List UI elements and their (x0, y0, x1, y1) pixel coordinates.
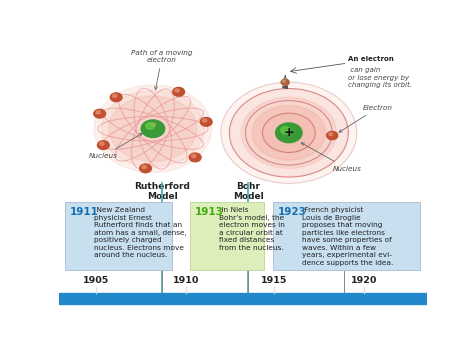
Text: 1915: 1915 (261, 276, 287, 285)
Circle shape (281, 127, 290, 134)
Circle shape (189, 153, 201, 162)
Circle shape (109, 96, 197, 162)
Text: 1920: 1920 (351, 276, 377, 285)
Circle shape (230, 89, 347, 176)
Circle shape (141, 120, 164, 137)
Circle shape (96, 111, 100, 114)
Circle shape (101, 91, 204, 167)
Circle shape (281, 79, 289, 85)
Text: French physicist
Louis de Broglie
proposes that moving
particles like electrons
: French physicist Louis de Broglie propos… (301, 207, 393, 266)
Circle shape (173, 87, 184, 96)
Circle shape (100, 142, 104, 146)
Text: can gain
or lose energy by
changing its orbit.: can gain or lose energy by changing its … (348, 67, 412, 88)
Text: An electron: An electron (348, 56, 394, 62)
Circle shape (275, 123, 302, 143)
Text: 1905: 1905 (83, 276, 109, 285)
Circle shape (263, 114, 315, 152)
Circle shape (151, 123, 155, 126)
FancyBboxPatch shape (65, 202, 173, 270)
Circle shape (112, 94, 117, 98)
Text: Nucleus: Nucleus (89, 133, 142, 159)
Text: 1923: 1923 (277, 207, 306, 217)
Circle shape (252, 105, 326, 160)
Text: 1911: 1911 (70, 207, 99, 217)
Text: 1910: 1910 (173, 276, 199, 285)
Text: 1913: 1913 (195, 207, 224, 217)
Circle shape (201, 118, 212, 126)
Circle shape (175, 89, 179, 92)
Circle shape (110, 93, 122, 102)
Circle shape (98, 141, 109, 149)
FancyBboxPatch shape (191, 202, 264, 270)
Circle shape (140, 164, 152, 173)
Circle shape (146, 123, 155, 129)
Text: Path of a moving
electron: Path of a moving electron (131, 50, 193, 89)
Circle shape (149, 122, 161, 130)
Circle shape (142, 165, 146, 169)
Circle shape (329, 133, 333, 136)
FancyBboxPatch shape (59, 293, 427, 304)
Circle shape (327, 131, 337, 140)
Text: +: + (283, 126, 294, 139)
Text: Bohr
Model: Bohr Model (233, 182, 264, 201)
Circle shape (191, 154, 196, 158)
Text: Nucleus: Nucleus (301, 143, 362, 171)
Text: In Niels
Bohr’s model, the
electron moves in
a circular orbit at
fixed distances: In Niels Bohr’s model, the electron move… (219, 207, 285, 251)
Text: Rutherford
Model: Rutherford Model (134, 182, 190, 201)
Circle shape (283, 80, 285, 82)
FancyBboxPatch shape (273, 202, 420, 270)
Circle shape (221, 82, 357, 184)
Text: Electron: Electron (339, 105, 392, 132)
Text: New Zealand
physicist Ernest
Rutherford finds that an
atom has a small, dense,
p: New Zealand physicist Ernest Rutherford … (94, 207, 187, 258)
Circle shape (94, 109, 106, 118)
Circle shape (94, 85, 212, 173)
Circle shape (241, 97, 337, 168)
Circle shape (202, 119, 207, 122)
